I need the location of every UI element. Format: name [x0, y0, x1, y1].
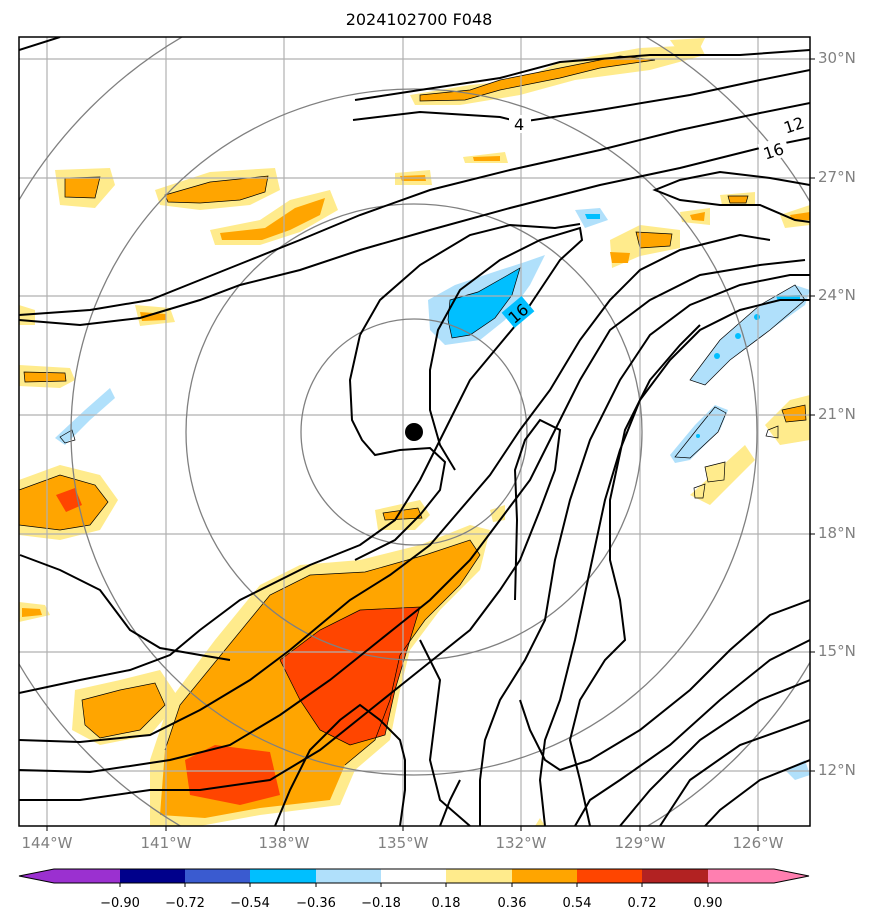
colorbar-tick-label: −0.36 — [296, 896, 336, 911]
lat-label-12n: 12°N — [818, 761, 856, 779]
storm-center-marker — [405, 423, 423, 441]
lon-label-126w: 126°W — [732, 834, 784, 852]
lon-label-135w: 135°W — [377, 834, 429, 852]
lon-label-132w: 132°W — [495, 834, 547, 852]
contour-label-4: 4 — [514, 115, 524, 134]
range-rings — [19, 37, 810, 826]
lon-label-138w: 138°W — [258, 834, 310, 852]
colorbar-extend-low — [19, 869, 54, 883]
lon-label-144w: 144°W — [21, 834, 73, 852]
axis-ticks — [46, 58, 815, 831]
colorbar — [18, 868, 810, 887]
lat-label-21n: 21°N — [818, 405, 856, 423]
lat-label-15n: 15°N — [818, 642, 856, 660]
colorbar-tick-label: 0.72 — [627, 896, 657, 911]
chart-title: 2024102700 F048 — [345, 10, 493, 29]
lat-label-30n: 30°N — [818, 49, 856, 67]
lat-label-27n: 27°N — [818, 168, 856, 186]
map-panel: 4 12 16 16 — [19, 37, 810, 826]
colorbar-tick-label: 0.90 — [693, 896, 723, 911]
negative-anomaly-shading — [55, 208, 810, 780]
colorbar-extend-high — [774, 869, 809, 883]
colorbar-tick-label: −0.72 — [165, 896, 205, 911]
positive-anomaly-shading — [19, 38, 810, 826]
lat-label-18n: 18°N — [818, 524, 856, 542]
contour-lines — [19, 37, 810, 826]
colorbar-tick-label: −0.18 — [361, 896, 401, 911]
colorbar-tick-label: −0.54 — [230, 896, 270, 911]
colorbar-tick-label: −0.90 — [100, 896, 140, 911]
map-frame — [18, 36, 811, 827]
colorbar-tick-label: 0.18 — [431, 896, 461, 911]
lat-label-24n: 24°N — [818, 286, 856, 304]
lon-label-141w: 141°W — [140, 834, 192, 852]
lon-label-129w: 129°W — [614, 834, 666, 852]
colorbar-tick-label: 0.54 — [562, 896, 592, 911]
colorbar-tick-label: 0.36 — [497, 896, 527, 911]
lat-lon-grid — [19, 37, 810, 826]
